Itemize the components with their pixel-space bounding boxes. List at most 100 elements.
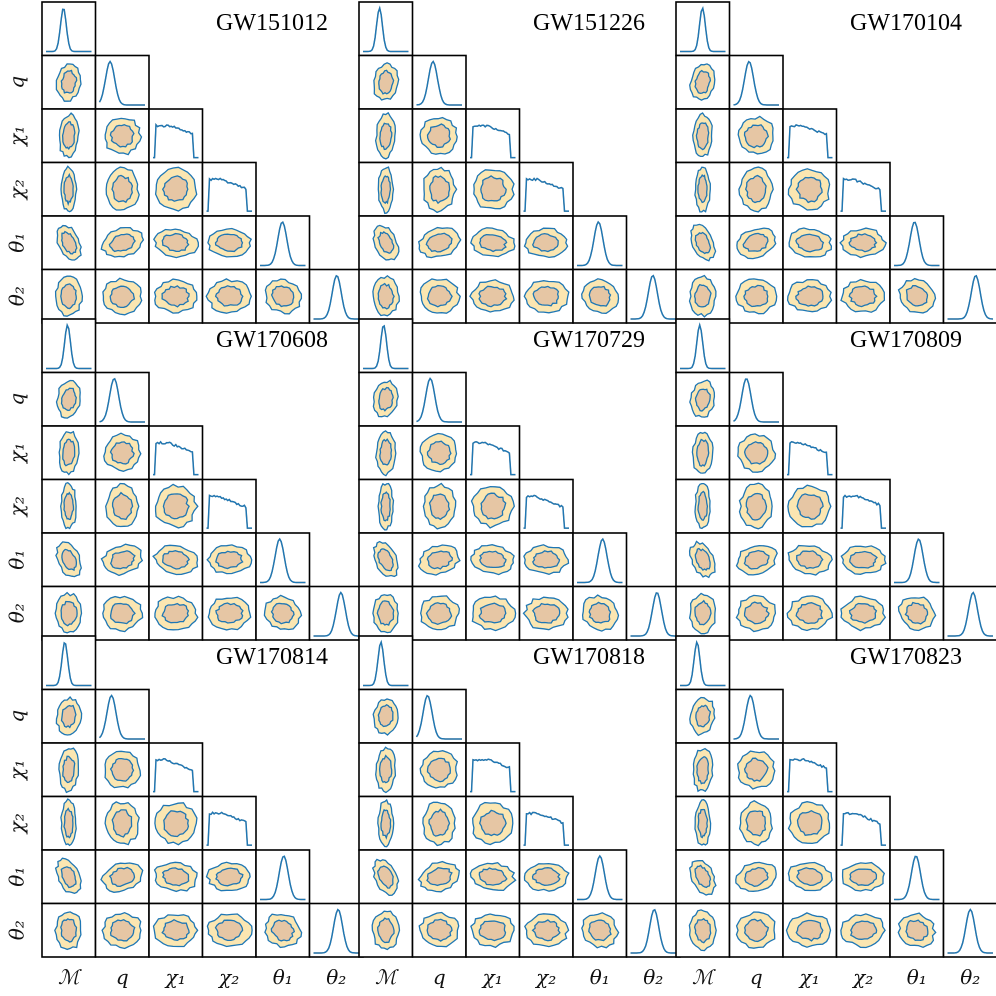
marginal-curve [46,8,92,53]
row-label: q [5,710,29,723]
contour-inner [109,124,135,148]
contour-inner [693,917,712,944]
contour-inner [109,441,135,465]
contour-cell [358,108,414,164]
contour-inner [214,919,244,942]
contour-inner [162,550,191,570]
contour-inner [694,231,712,255]
contour-inner [377,704,394,728]
marginal-cell [889,849,945,905]
contour-cell [411,902,467,958]
marginal-curve [206,494,252,529]
contour-cell [148,585,204,641]
contour-inner [163,810,190,838]
contour-cell [782,161,838,217]
contour-inner [270,602,295,625]
column-label: θ₁ [590,965,610,989]
panel-title: GW170814 [216,644,328,670]
marginal-cell [201,161,257,217]
contour-cell [94,585,150,641]
contour-cell [358,478,414,534]
contour-inner [161,175,189,202]
contour-inner [796,493,824,520]
contour-inner [109,550,136,570]
contour-cell [358,902,414,958]
contour-inner [796,550,824,570]
contour-cell [358,688,414,744]
contour-inner [111,809,133,838]
cell-frame [411,54,467,110]
marginal-curve [523,494,569,529]
contour-inner [377,917,395,944]
marginal-curve [98,694,145,740]
contour-inner [743,124,770,149]
column-label: χ₁ [164,965,186,989]
column-label: θ₁ [273,965,293,989]
contour-inner [532,550,561,569]
marginal-curve [630,274,676,320]
contour-cell [782,215,838,271]
cell-frame [835,795,891,851]
contour-cell [675,795,731,851]
marginal-cell [358,318,414,374]
contour-cell [675,742,731,798]
contour-inner [426,284,453,308]
marginal-cell [255,849,311,905]
contour-inner [60,387,77,412]
contour-inner [108,233,136,253]
corner-panel: GW151012 q χ₁ χ₂ θ₁ θ₂ [5,1,364,324]
contour-inner [426,440,452,466]
marginal-cell [308,268,364,324]
contour-cell [41,688,97,744]
contour-cell [201,902,257,958]
contour-cell [201,849,257,905]
marginal-cell [41,635,97,691]
marginal-cell [308,585,364,641]
contour-inner [588,285,612,307]
contour-cell [148,532,204,588]
contour-cell [675,54,731,110]
contour-cell [465,215,521,271]
contour-cell [675,532,731,588]
contour-cell [728,161,784,217]
contour-inner [742,232,769,252]
contour-cell [889,585,945,641]
marginal-cell [782,425,838,481]
contour-inner [161,285,190,308]
column-label: χ₁ [481,965,503,989]
contour-cell [41,478,97,534]
contour-cell [94,795,150,851]
contour-inner [270,285,295,308]
contour-cell [94,849,150,905]
marginal-cell [358,1,414,57]
contour-cell [358,849,414,905]
cell-frame [625,585,681,641]
marginal-cell [889,215,945,271]
marginal-cell [465,742,521,798]
cell-frame [465,742,521,798]
contour-cell [201,532,257,588]
marginal-cell [255,532,311,588]
marginal-curve [523,177,569,212]
marginal-curve [363,639,409,687]
marginal-cell [835,161,891,217]
contour-cell [728,902,784,958]
contour-inner [478,233,508,253]
marginal-curve [733,694,779,740]
contour-cell [572,585,628,641]
contour-inner [697,808,709,839]
row-label: q [5,76,29,89]
contour-cell [465,532,521,588]
contour-cell [411,849,467,905]
cell-frame [255,215,311,271]
contour-cell [94,742,150,798]
contour-inner [377,230,395,254]
contour-inner [60,600,78,627]
contour-cell [782,585,838,641]
contour-cell [148,161,204,217]
cell-frame [572,215,628,271]
contour-cell [572,902,628,958]
contour-inner [111,174,134,204]
column-label: χ₂ [217,965,239,989]
